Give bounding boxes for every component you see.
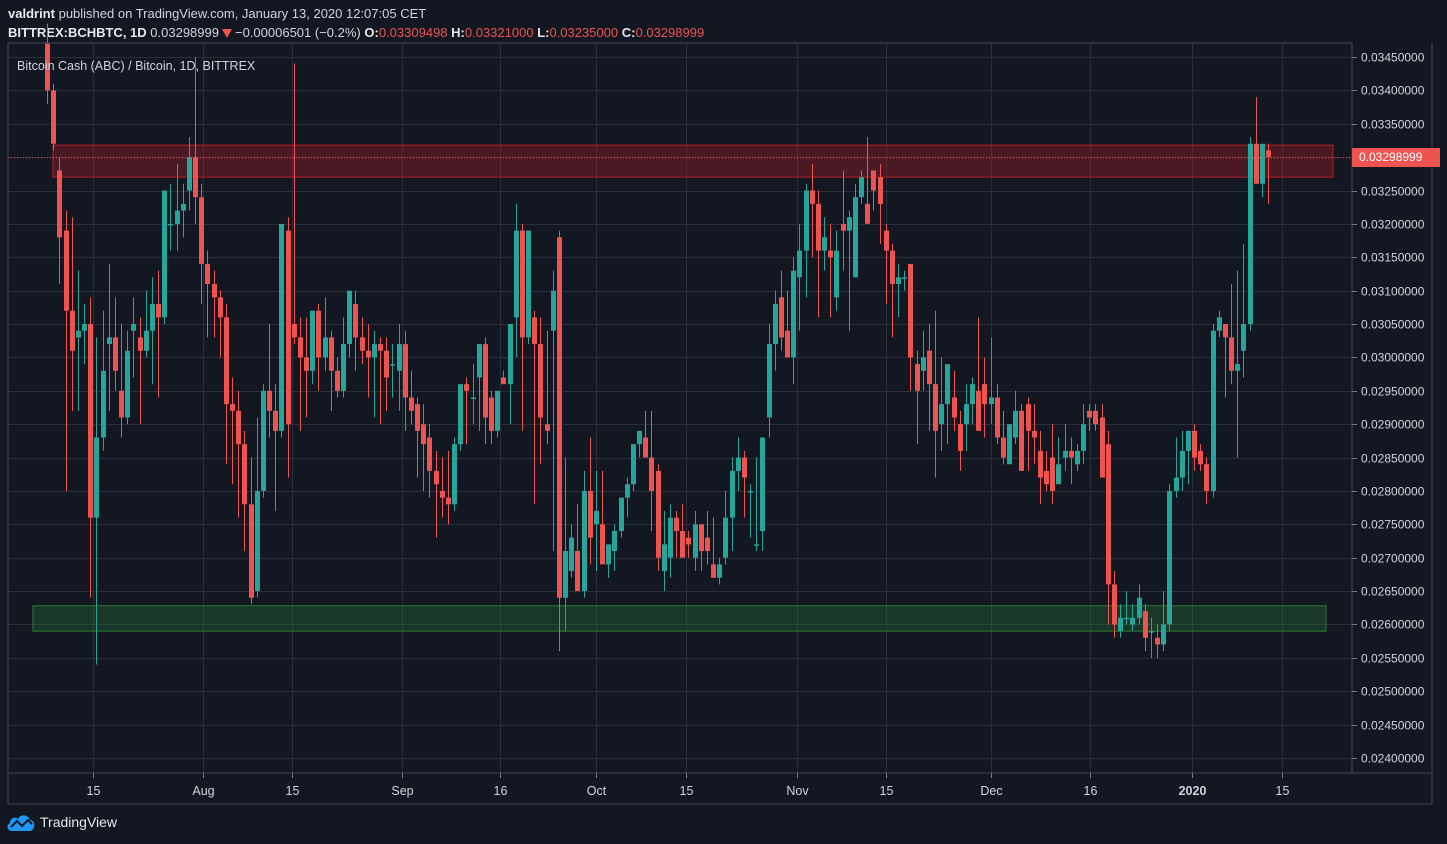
resistance-zone[interactable] (52, 144, 1334, 178)
zones (32, 144, 1334, 632)
low-value: 0.03235000 (549, 25, 619, 40)
publish-info: valdrint published on TradingView.com, J… (8, 6, 426, 21)
x-axis-label: 15 (87, 784, 101, 798)
y-axis-label: 0.03150000 (1361, 251, 1425, 265)
x-axis-label: 15 (1276, 784, 1290, 798)
y-axis-label: 0.02500000 (1361, 685, 1425, 699)
chart-grid (8, 43, 1352, 773)
x-axis-label: Sep (391, 784, 413, 798)
x-axis-label: 15 (680, 784, 694, 798)
x-axis-label: Oct (587, 784, 607, 798)
symbol-info-bar: BITTREX:BCHBTC, 1D 0.03298999 −0.00006501… (8, 25, 704, 40)
y-axis-label: 0.03100000 (1361, 285, 1425, 299)
y-axis-label: 0.02850000 (1361, 452, 1425, 466)
open-key: O: (364, 25, 379, 40)
y-axis-label: 0.03050000 (1361, 318, 1425, 332)
y-axis-label: 0.03400000 (1361, 84, 1425, 98)
y-axis-label: 0.02900000 (1361, 418, 1425, 432)
last-price: 0.03298999 (150, 25, 219, 40)
high-value: 0.03321000 (464, 25, 534, 40)
y-axis-label: 0.02400000 (1361, 752, 1425, 766)
y-axis-label: 0.03350000 (1361, 118, 1425, 132)
y-axis-label: 0.02450000 (1361, 719, 1425, 733)
x-axis-label: Aug (192, 784, 214, 798)
y-axis-label: 0.02750000 (1361, 518, 1425, 532)
candlestick-series (45, 23, 1271, 665)
y-axis-label: 0.02550000 (1361, 652, 1425, 666)
symbol-label: BITTREX:BCHBTC, 1D (8, 25, 147, 40)
support-zone[interactable] (32, 605, 1327, 632)
close-key: C: (621, 25, 636, 40)
x-axis-label: Dec (980, 784, 1002, 798)
y-axis-label: 0.03250000 (1361, 185, 1425, 199)
y-axis-label: 0.03000000 (1361, 351, 1425, 365)
down-triangle-icon (221, 29, 232, 39)
tradingview-cloud-icon (7, 815, 35, 831)
published-text: published on TradingView.com, January 13… (58, 6, 427, 21)
open-value: 0.03309498 (378, 25, 448, 40)
y-axis-label: 0.02950000 (1361, 385, 1425, 399)
x-axis-label: Nov (786, 784, 809, 798)
x-axis-label: 16 (494, 784, 508, 798)
high-key: H: (451, 25, 465, 40)
price-change: −0.00006501 (−0.2%) (234, 25, 361, 40)
tradingview-brand[interactable]: TradingView (6, 812, 117, 832)
series-legend: Bitcoin Cash (ABC) / Bitcoin, 1D, BITTRE… (17, 59, 256, 73)
close-value: 0.03298999 (635, 25, 705, 40)
y-axis-label: 0.02650000 (1361, 585, 1425, 599)
y-axis-label: 0.02700000 (1361, 552, 1425, 566)
x-axis-label: 15 (286, 784, 300, 798)
last-price-tag: 0.03298999 (1352, 148, 1440, 167)
brand-name: TradingView (40, 814, 118, 830)
x-axis-label: 2020 (1179, 784, 1207, 798)
y-axis-label: 0.02800000 (1361, 485, 1425, 499)
x-axis-label: 16 (1084, 784, 1098, 798)
author-name[interactable]: valdrint (8, 6, 55, 21)
y-axis-label: 0.03200000 (1361, 218, 1425, 232)
x-axis-label: 15 (880, 784, 894, 798)
low-key: L: (537, 25, 550, 40)
y-axis-label: 0.03450000 (1361, 51, 1425, 65)
y-axis-label: 0.02600000 (1361, 618, 1425, 632)
